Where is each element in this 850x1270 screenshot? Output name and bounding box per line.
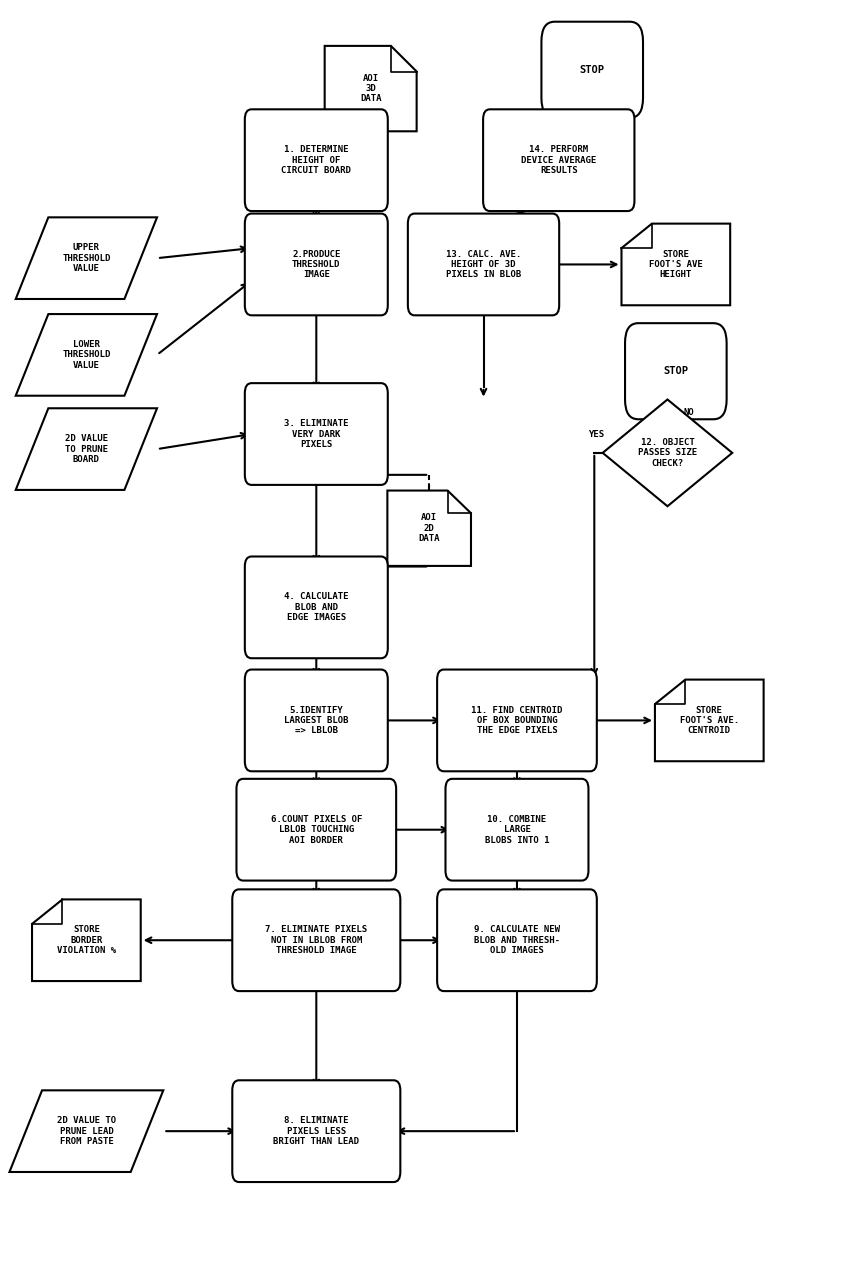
- Text: 11. FIND CENTROID
OF BOX BOUNDING
THE EDGE PIXELS: 11. FIND CENTROID OF BOX BOUNDING THE ED…: [471, 706, 563, 735]
- Polygon shape: [603, 400, 732, 507]
- Text: 8. ELIMINATE
PIXELS LESS
BRIGHT THAN LEAD: 8. ELIMINATE PIXELS LESS BRIGHT THAN LEA…: [274, 1116, 360, 1146]
- Polygon shape: [15, 217, 157, 298]
- Text: UPPER
THRESHOLD
VALUE: UPPER THRESHOLD VALUE: [62, 244, 110, 273]
- FancyBboxPatch shape: [245, 669, 388, 771]
- Polygon shape: [15, 408, 157, 490]
- FancyBboxPatch shape: [245, 384, 388, 485]
- FancyBboxPatch shape: [232, 889, 400, 991]
- FancyBboxPatch shape: [236, 779, 396, 880]
- Polygon shape: [621, 224, 730, 305]
- Text: 14. PERFORM
DEVICE AVERAGE
RESULTS: 14. PERFORM DEVICE AVERAGE RESULTS: [521, 145, 597, 175]
- FancyBboxPatch shape: [245, 556, 388, 658]
- Text: STORE
BORDER
VIOLATION %: STORE BORDER VIOLATION %: [57, 926, 116, 955]
- Text: 2D VALUE TO
PRUNE LEAD
FROM PASTE: 2D VALUE TO PRUNE LEAD FROM PASTE: [57, 1116, 116, 1146]
- FancyBboxPatch shape: [408, 213, 559, 315]
- FancyBboxPatch shape: [483, 109, 634, 211]
- Text: STORE
FOOT'S AVE
HEIGHT: STORE FOOT'S AVE HEIGHT: [649, 249, 703, 279]
- Text: YES: YES: [588, 429, 604, 438]
- Text: 1. DETERMINE
HEIGHT OF
CIRCUIT BOARD: 1. DETERMINE HEIGHT OF CIRCUIT BOARD: [281, 145, 351, 175]
- Text: LOWER
THRESHOLD
VALUE: LOWER THRESHOLD VALUE: [62, 340, 110, 370]
- Polygon shape: [32, 899, 141, 980]
- FancyBboxPatch shape: [245, 213, 388, 315]
- Text: 10. COMBINE
LARGE
BLOBS INTO 1: 10. COMBINE LARGE BLOBS INTO 1: [484, 815, 549, 845]
- FancyBboxPatch shape: [445, 779, 588, 880]
- Text: 12. OBJECT
PASSES SIZE
CHECK?: 12. OBJECT PASSES SIZE CHECK?: [638, 438, 697, 467]
- FancyBboxPatch shape: [245, 109, 388, 211]
- Text: AOI
2D
DATA: AOI 2D DATA: [418, 513, 440, 544]
- Text: 6.COUNT PIXELS OF
LBLOB TOUCHING
AOI BORDER: 6.COUNT PIXELS OF LBLOB TOUCHING AOI BOR…: [270, 815, 362, 845]
- Text: NO: NO: [683, 408, 694, 417]
- Text: STOP: STOP: [663, 366, 688, 376]
- Text: 9. CALCULATE NEW
BLOB AND THRESH-
OLD IMAGES: 9. CALCULATE NEW BLOB AND THRESH- OLD IM…: [474, 926, 560, 955]
- Text: 7. ELIMINATE PIXELS
NOT IN LBLOB FROM
THRESHOLD IMAGE: 7. ELIMINATE PIXELS NOT IN LBLOB FROM TH…: [265, 926, 367, 955]
- Text: 5.IDENTIFY
LARGEST BLOB
=> LBLOB: 5.IDENTIFY LARGEST BLOB => LBLOB: [284, 706, 348, 735]
- Polygon shape: [9, 1091, 163, 1172]
- FancyBboxPatch shape: [625, 323, 727, 419]
- FancyBboxPatch shape: [437, 889, 597, 991]
- FancyBboxPatch shape: [541, 22, 643, 118]
- Polygon shape: [15, 314, 157, 396]
- Text: STORE
FOOT'S AVE.
CENTROID: STORE FOOT'S AVE. CENTROID: [680, 706, 739, 735]
- Text: AOI
3D
DATA: AOI 3D DATA: [360, 74, 382, 103]
- Text: 2D VALUE
TO PRUNE
BOARD: 2D VALUE TO PRUNE BOARD: [65, 434, 108, 464]
- Polygon shape: [655, 679, 763, 761]
- Text: 2.PRODUCE
THRESHOLD
IMAGE: 2.PRODUCE THRESHOLD IMAGE: [292, 249, 341, 279]
- Polygon shape: [325, 46, 416, 131]
- Text: 4. CALCULATE
BLOB AND
EDGE IMAGES: 4. CALCULATE BLOB AND EDGE IMAGES: [284, 593, 348, 622]
- Text: 13. CALC. AVE.
HEIGHT OF 3D
PIXELS IN BLOB: 13. CALC. AVE. HEIGHT OF 3D PIXELS IN BL…: [446, 249, 521, 279]
- Text: 3. ELIMINATE
VERY DARK
PIXELS: 3. ELIMINATE VERY DARK PIXELS: [284, 419, 348, 448]
- Text: STOP: STOP: [580, 65, 604, 75]
- FancyBboxPatch shape: [437, 669, 597, 771]
- Polygon shape: [388, 490, 471, 566]
- FancyBboxPatch shape: [232, 1081, 400, 1182]
